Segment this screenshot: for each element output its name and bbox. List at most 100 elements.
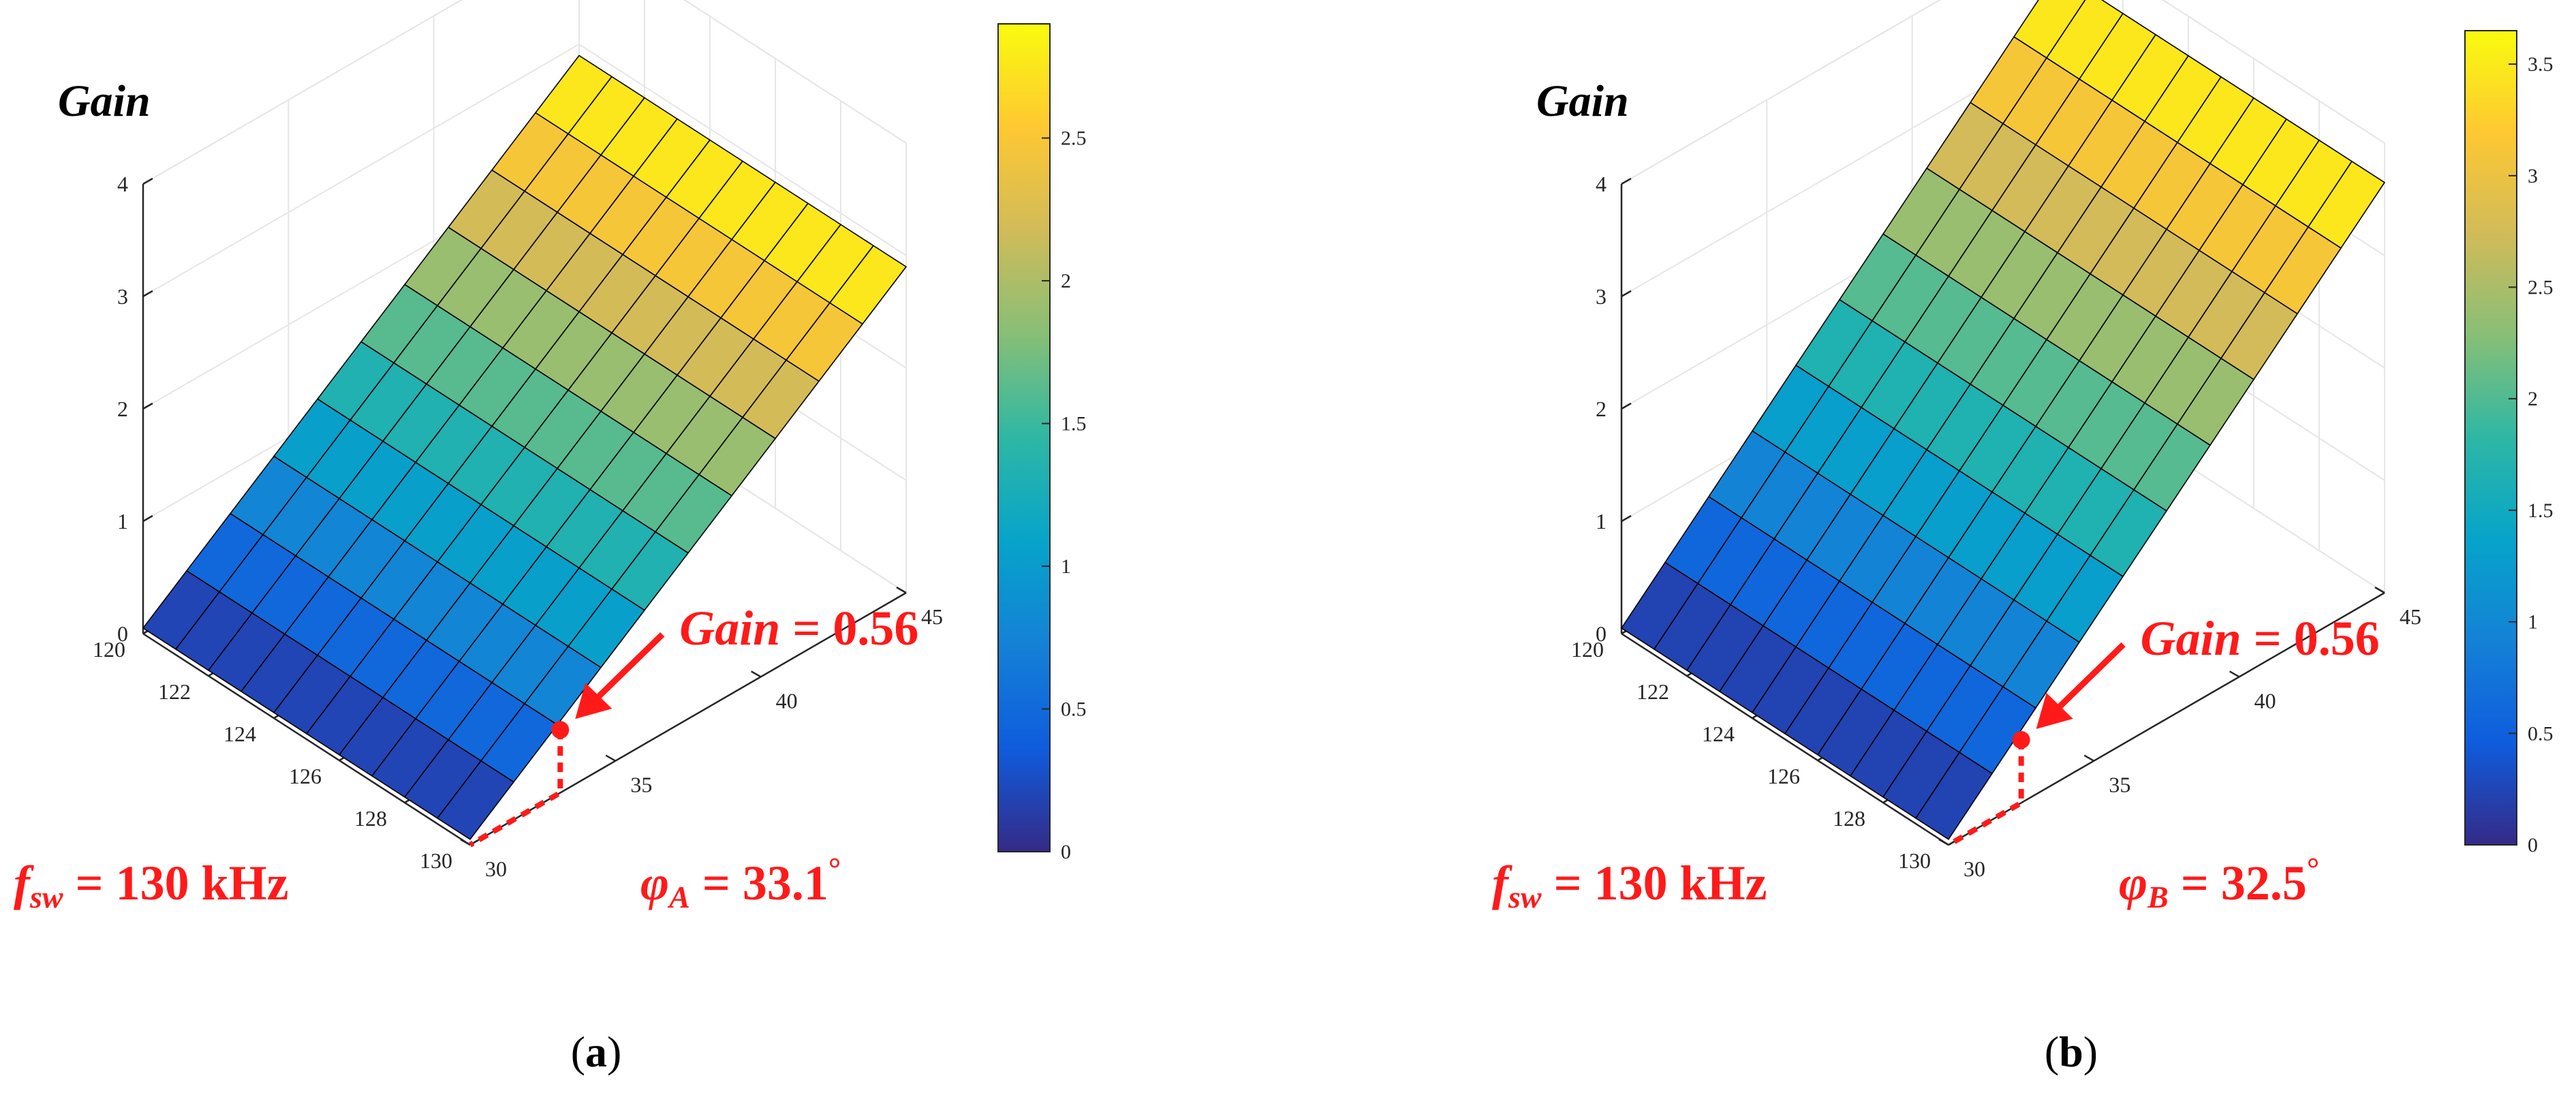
phi-value: = 32.5 — [2169, 856, 2307, 910]
colorbar-tick-label: 2 — [1061, 270, 1071, 292]
y-tick-label: 30 — [1964, 856, 1985, 881]
z-tick-mark — [142, 514, 153, 523]
arrow-head — [575, 683, 612, 720]
surface-patch — [437, 760, 514, 840]
z-axis-title: Gain — [1536, 76, 1629, 126]
z-tick-mark — [142, 290, 153, 298]
phi-value: = 33.1 — [690, 856, 828, 910]
panel-letter: a — [585, 1028, 607, 1076]
surface — [1621, 0, 2385, 840]
fsw-annotation: fsw = 130 kHz — [1492, 856, 1767, 914]
phi-symbol: φ — [640, 856, 669, 910]
y-tick-label: 40 — [2254, 688, 2276, 713]
x-tick-label: 120 — [93, 637, 125, 662]
axes: 0 1 2 3 4 120 122 124 126 128 130 30 35 40 45 — [1571, 172, 2421, 881]
x-tick-label: 128 — [1833, 806, 1865, 831]
operating-point-marker — [551, 721, 570, 739]
fsw-value: = 130 kHz — [63, 856, 289, 910]
y-tick-label: 45 — [921, 604, 943, 629]
drop-line — [468, 730, 563, 848]
x-tick-label: 130 — [420, 848, 452, 873]
colorbar-tick-label: 2.5 — [1061, 127, 1087, 150]
fsw-annotation: fsw = 130 kHz — [14, 856, 289, 914]
phi-annotation: φA = 33.1° — [640, 851, 841, 914]
z-tick-mark — [1621, 290, 1632, 298]
phi-subscript: A — [667, 880, 690, 914]
z-tick-label: 1 — [117, 509, 128, 534]
panel-letter: b — [2059, 1028, 2083, 1076]
z-tick-label: 0 — [1596, 621, 1607, 646]
colorbar-tick-label: 2 — [2528, 388, 2538, 410]
z-tick-label: 2 — [1596, 397, 1607, 421]
surface-patch — [1915, 752, 1993, 840]
operating-point-annotation: Gain = 0.56 fsw = 130 kHz φA = 33.1° — [14, 601, 918, 914]
colorbar-tick-label: 0.5 — [2528, 722, 2554, 745]
colorbar: 0 0.5 1 1.5 2 2.5 3 3.5 — [2464, 30, 2554, 856]
y-tick-mark — [2374, 586, 2385, 594]
z-tick-mark — [142, 177, 153, 185]
colorbar-ramp — [2464, 30, 2517, 846]
y-tick-mark — [751, 670, 762, 678]
colorbar-ramp — [997, 23, 1051, 852]
z-tick-mark — [1621, 402, 1632, 410]
grid-line-z-back — [578, 44, 907, 256]
box-edge — [2161, 0, 2385, 144]
fsw-subscript: sw — [1508, 880, 1542, 914]
panel-label: (b) — [2045, 1028, 2098, 1076]
z-tick-label: 3 — [117, 284, 128, 309]
z-axis-title: Gain — [58, 76, 151, 126]
z-tick-mark — [142, 402, 153, 410]
degree-symbol: ° — [828, 851, 841, 886]
colorbar: 0 0.5 1 1.5 2 2.5 — [997, 23, 1087, 863]
x-tick-label: 126 — [1767, 764, 1800, 788]
panel-paren-close: ) — [607, 1028, 621, 1076]
y-tick-label: 35 — [630, 773, 652, 797]
x-tick-label: 124 — [1702, 722, 1735, 746]
y-tick-mark — [1938, 838, 1949, 846]
gain-annotation-value: = 0.56 — [780, 601, 918, 655]
fsw-subscript: sw — [29, 880, 63, 914]
colorbar-tick-label: 0 — [2528, 834, 2538, 856]
degree-symbol: ° — [2307, 851, 2319, 886]
x-tick-label: 124 — [223, 722, 256, 746]
colorbar-tick-label: 1 — [1061, 555, 1071, 578]
y-tick-mark — [605, 754, 616, 762]
colorbar-tick-label: 1.5 — [1061, 413, 1087, 435]
operating-point-annotation: Gain = 0.56 fsw = 130 kHz φB = 32.5° — [1492, 611, 2380, 914]
y-tick-label: 35 — [2109, 773, 2130, 797]
x-tick-label: 126 — [289, 764, 322, 788]
fsw-value: = 130 kHz — [1542, 856, 1767, 910]
phi-symbol: φ — [2119, 856, 2147, 910]
colorbar-tick-label: 1.5 — [2528, 499, 2554, 522]
y-tick-mark — [896, 586, 907, 594]
y-tick-label: 40 — [776, 688, 798, 713]
x-tick-label: 122 — [1636, 679, 1669, 704]
x-axis-line — [142, 632, 471, 846]
panel-paren-open: ( — [571, 1028, 585, 1076]
z-tick-label: 4 — [117, 172, 128, 196]
panel-paren-open: ( — [2045, 1028, 2059, 1076]
colorbar-tick-label: 0.5 — [1061, 698, 1087, 721]
surface — [142, 55, 907, 840]
colorbar-tick-label: 2.5 — [2528, 277, 2554, 299]
y-axis-line — [1948, 591, 2385, 846]
x-tick-label: 130 — [1898, 848, 1931, 873]
x-axis-line — [1621, 632, 1949, 846]
box-edge — [142, 0, 463, 185]
gain-annotation: Gain = 0.56 — [679, 601, 918, 655]
z-tick-mark — [1621, 514, 1632, 523]
x-tick-label: 128 — [354, 806, 387, 831]
x-tick-label: 120 — [1571, 637, 1604, 662]
y-tick-mark — [460, 838, 471, 846]
z-tick-label: 3 — [1596, 284, 1607, 309]
x-tick-label: 122 — [158, 679, 191, 704]
box-edge — [683, 0, 907, 144]
gain-annotation-label: Gain — [2141, 611, 2241, 666]
z-tick-label: 4 — [1596, 172, 1607, 196]
gain-annotation-label: Gain — [679, 601, 780, 655]
gain-annotation: Gain = 0.56 — [2141, 611, 2380, 666]
z-tick-mark — [1621, 177, 1632, 185]
